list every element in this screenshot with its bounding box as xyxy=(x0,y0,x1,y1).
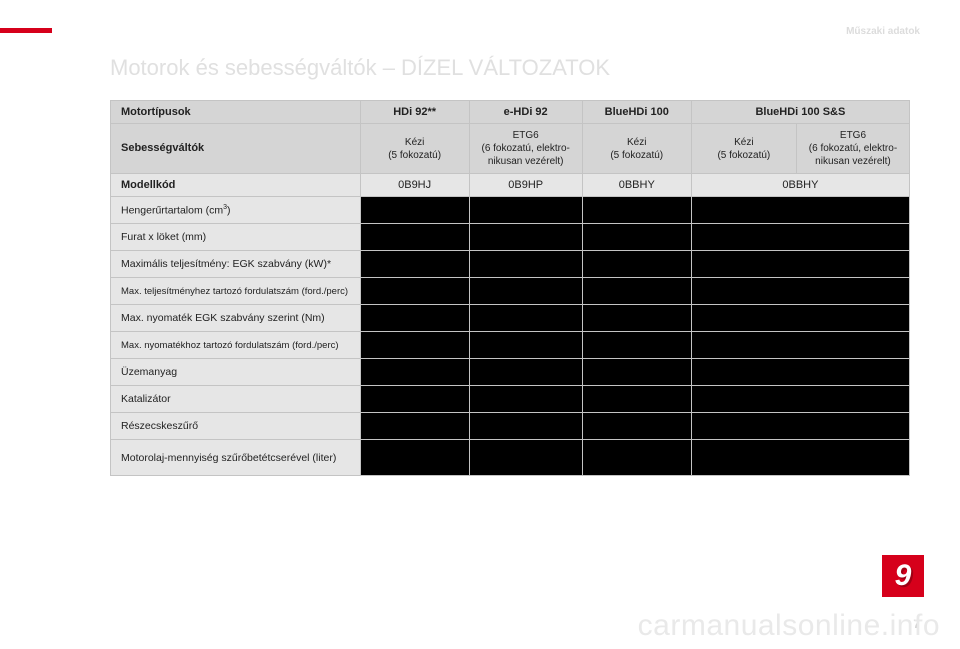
spec-value xyxy=(582,251,691,278)
gearbox-col-2: Kézi(5 fokozatú) xyxy=(582,124,691,174)
spec-label: Furat x löket (mm) xyxy=(111,224,361,251)
spec-label: Max. nyomatékhoz tartozó fordulatszám (f… xyxy=(111,332,361,359)
model-col-3: 0BBHY xyxy=(691,174,909,197)
model-col-1: 0B9HP xyxy=(469,174,582,197)
model-row: Modellkód 0B9HJ 0B9HP 0BBHY 0BBHY xyxy=(111,174,910,197)
spec-value xyxy=(691,413,909,440)
spec-value xyxy=(691,440,909,476)
spec-row: Üzemanyag xyxy=(111,359,910,386)
spec-value xyxy=(691,305,909,332)
spec-value xyxy=(360,440,469,476)
page-title: Motorok és sebességváltók – DÍZEL VÁLTOZ… xyxy=(110,55,610,81)
spec-label: Hengerűrtartalom (cm3) xyxy=(111,197,361,224)
spec-value xyxy=(469,197,582,224)
spec-value xyxy=(360,386,469,413)
spec-row: Max. teljesítményhez tartozó fordulatszá… xyxy=(111,278,910,305)
spec-label: Üzemanyag xyxy=(111,359,361,386)
spec-label: Katalizátor xyxy=(111,386,361,413)
spec-value xyxy=(469,332,582,359)
spec-row: Maximális teljesítmény: EGK szabvány (kW… xyxy=(111,251,910,278)
spec-value xyxy=(691,197,909,224)
gearbox-col-4: ETG6(6 fokozatú, elektro-nikusan vezérel… xyxy=(796,124,909,174)
model-col-0: 0B9HJ xyxy=(360,174,469,197)
gearbox-col-0: Kézi(5 fokozatú) xyxy=(360,124,469,174)
spec-value xyxy=(469,224,582,251)
spec-value xyxy=(469,386,582,413)
spec-value xyxy=(582,332,691,359)
spec-value xyxy=(360,251,469,278)
spec-value xyxy=(582,386,691,413)
spec-label: Max. nyomaték EGK szabvány szerint (Nm) xyxy=(111,305,361,332)
engine-col-3: BlueHDi 100 S&S xyxy=(691,101,909,124)
spec-value xyxy=(469,251,582,278)
spec-value xyxy=(691,224,909,251)
spec-value xyxy=(691,278,909,305)
spec-label: Motorolaj-mennyiség szűrőbetétcserével (… xyxy=(111,440,361,476)
gearbox-col-1: ETG6(6 fokozatú, elektro-nikusan vezérel… xyxy=(469,124,582,174)
spec-value xyxy=(360,197,469,224)
spec-value xyxy=(360,332,469,359)
engine-col-2: BlueHDi 100 xyxy=(582,101,691,124)
accent-bar xyxy=(0,28,52,33)
engine-types-label: Motortípusok xyxy=(111,101,361,124)
specs-table-wrap: Motortípusok HDi 92** e-HDi 92 BlueHDi 1… xyxy=(110,100,910,476)
spec-value xyxy=(582,278,691,305)
spec-value xyxy=(360,278,469,305)
spec-value xyxy=(360,305,469,332)
gearbox-label: Sebességváltók xyxy=(111,124,361,174)
spec-value xyxy=(360,359,469,386)
specs-table: Motortípusok HDi 92** e-HDi 92 BlueHDi 1… xyxy=(110,100,910,476)
spec-value xyxy=(582,440,691,476)
engine-col-0: HDi 92** xyxy=(360,101,469,124)
gearbox-col-3: Kézi(5 fokozatú) xyxy=(691,124,796,174)
spec-row: Részecskeszűrő xyxy=(111,413,910,440)
spec-value xyxy=(469,359,582,386)
spec-value xyxy=(691,251,909,278)
spec-value xyxy=(469,413,582,440)
spec-row: Hengerűrtartalom (cm3) xyxy=(111,197,910,224)
spec-value xyxy=(582,197,691,224)
spec-value xyxy=(360,224,469,251)
spec-row: Max. nyomatékhoz tartozó fordulatszám (f… xyxy=(111,332,910,359)
spec-value xyxy=(469,440,582,476)
gearbox-row: Sebességváltók Kézi(5 fokozatú) ETG6(6 f… xyxy=(111,124,910,174)
spec-label: Részecskeszűrő xyxy=(111,413,361,440)
spec-value xyxy=(691,359,909,386)
watermark: carmanualsonline.info xyxy=(638,609,940,643)
spec-row: Max. nyomaték EGK szabvány szerint (Nm) xyxy=(111,305,910,332)
chapter-number: 9 xyxy=(895,559,912,593)
spec-value xyxy=(582,359,691,386)
spec-value xyxy=(582,224,691,251)
spec-value xyxy=(582,413,691,440)
engine-col-1: e-HDi 92 xyxy=(469,101,582,124)
spec-value xyxy=(469,278,582,305)
section-header: Műszaki adatok xyxy=(846,26,920,37)
spec-value xyxy=(691,386,909,413)
spec-value xyxy=(360,413,469,440)
spec-label: Max. teljesítményhez tartozó fordulatszá… xyxy=(111,278,361,305)
spec-row: Furat x löket (mm) xyxy=(111,224,910,251)
chapter-badge: 9 xyxy=(882,555,924,597)
spec-value xyxy=(691,332,909,359)
spec-value xyxy=(469,305,582,332)
spec-row: Katalizátor xyxy=(111,386,910,413)
spec-row: Motorolaj-mennyiség szűrőbetétcserével (… xyxy=(111,440,910,476)
spec-value xyxy=(582,305,691,332)
model-label: Modellkód xyxy=(111,174,361,197)
engine-types-row: Motortípusok HDi 92** e-HDi 92 BlueHDi 1… xyxy=(111,101,910,124)
model-col-2: 0BBHY xyxy=(582,174,691,197)
spec-label: Maximális teljesítmény: EGK szabvány (kW… xyxy=(111,251,361,278)
